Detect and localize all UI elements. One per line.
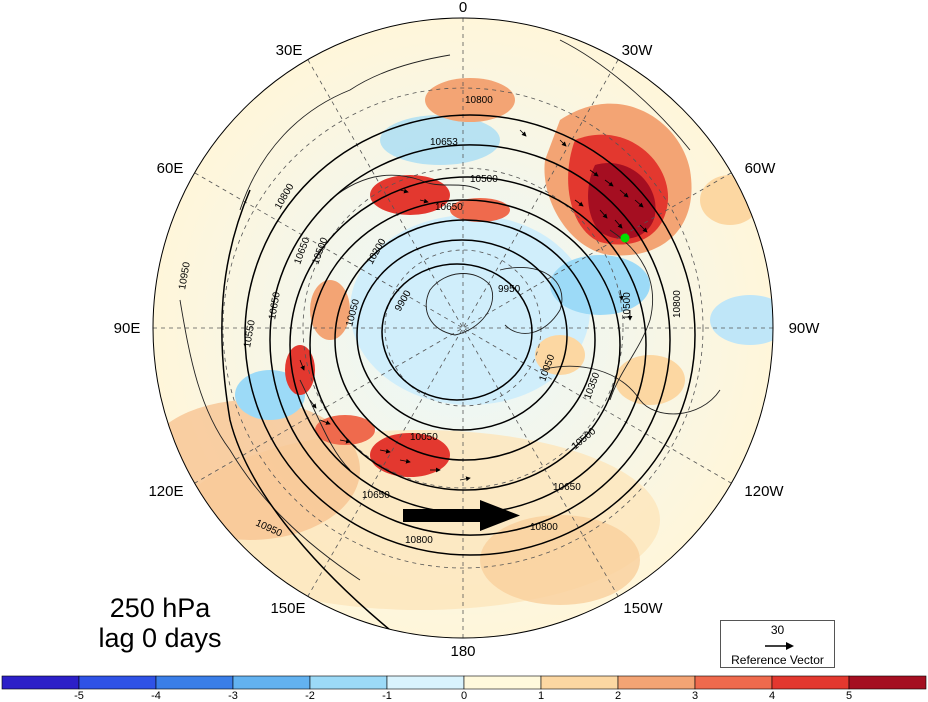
colorbar-segment <box>155 675 234 690</box>
colorbar-segment <box>540 675 619 690</box>
contour-label: 10950 <box>177 261 193 291</box>
lon-label-90e: 90E <box>114 320 141 337</box>
colorbar-tick-label: 5 <box>846 690 852 702</box>
lon-label-0: 0 <box>459 0 467 16</box>
contour-label: 10550 <box>242 319 258 349</box>
reference-vector-box: 30 Reference Vector <box>720 620 835 668</box>
lon-label-180: 180 <box>450 643 475 660</box>
contour-label: 10500 <box>470 174 498 185</box>
graticule <box>153 18 773 638</box>
colorbar-segment <box>78 675 157 690</box>
contour-label: 10800 <box>405 535 433 546</box>
contour-label: 10650 <box>267 291 283 321</box>
lon-label-120w: 120W <box>744 483 784 500</box>
lon-label-60e: 60E <box>157 160 184 177</box>
coastlines <box>179 39 721 581</box>
colorbar-tick-label: 2 <box>615 690 621 702</box>
contour-label: 10500 <box>622 292 633 320</box>
contour-label: 10800 <box>672 290 683 318</box>
contour-label: 10050 <box>410 432 438 443</box>
lon-label-60w: 60W <box>745 160 777 177</box>
lon-label-150w: 150W <box>623 600 663 617</box>
colorbar-segment <box>771 675 850 690</box>
colorbar-segment <box>848 675 927 690</box>
contour-label: 10650 <box>362 490 390 501</box>
longitude-labels: 0 30W 60W 90W 120W 150W 180 150E 120E 90… <box>114 0 821 660</box>
annotation-level: 250 hPa <box>109 593 211 623</box>
colorbar-tick-label: -1 <box>382 690 392 702</box>
height-contours <box>221 114 696 631</box>
lon-label-120e: 120E <box>148 483 183 500</box>
reference-vector-label: Reference Vector <box>731 653 824 667</box>
colorbar-tick-label: -3 <box>228 690 238 702</box>
lon-label-30e: 30E <box>276 42 303 59</box>
contour-label: 10650 <box>435 202 463 213</box>
colorbar-segment <box>232 675 311 690</box>
reference-arrow-icon <box>765 642 794 650</box>
lon-label-150e: 150E <box>270 600 305 617</box>
colorbar-segment <box>386 675 465 690</box>
colorbar-tick-label: 4 <box>769 690 775 702</box>
colorbar-segment <box>463 675 542 690</box>
lon-label-30w: 30W <box>622 42 654 59</box>
colorbar: -5 -4 -3 -2 -1 0 1 2 3 4 5 <box>1 675 927 702</box>
contour-label: 10650 <box>553 482 581 493</box>
lon-label-90w: 90W <box>789 320 821 337</box>
colorbar-segment <box>309 675 388 690</box>
reference-vector-value: 30 <box>770 623 785 637</box>
colorbar-tick-label: 3 <box>692 690 698 702</box>
colorbar-segment <box>1 675 80 690</box>
colorbar-segment <box>617 675 696 690</box>
colorbar-tick-label: -4 <box>151 690 161 702</box>
contour-label: 10800 <box>530 522 558 533</box>
contour-label: 10800 <box>465 95 493 106</box>
location-marker <box>620 233 630 243</box>
contour-label: 9950 <box>498 284 521 295</box>
colorbar-segment <box>694 675 773 690</box>
colorbar-tick-label: 1 <box>538 690 544 702</box>
colorbar-tick-label: 0 <box>461 690 467 702</box>
annotation-lag: lag 0 days <box>98 623 222 653</box>
wind-vectors <box>299 129 648 482</box>
contour-label: 10653 <box>430 137 458 148</box>
colorbar-tick-label: -2 <box>305 690 315 702</box>
colorbar-tick-label: -5 <box>74 690 84 702</box>
jet-arrow <box>403 500 520 531</box>
